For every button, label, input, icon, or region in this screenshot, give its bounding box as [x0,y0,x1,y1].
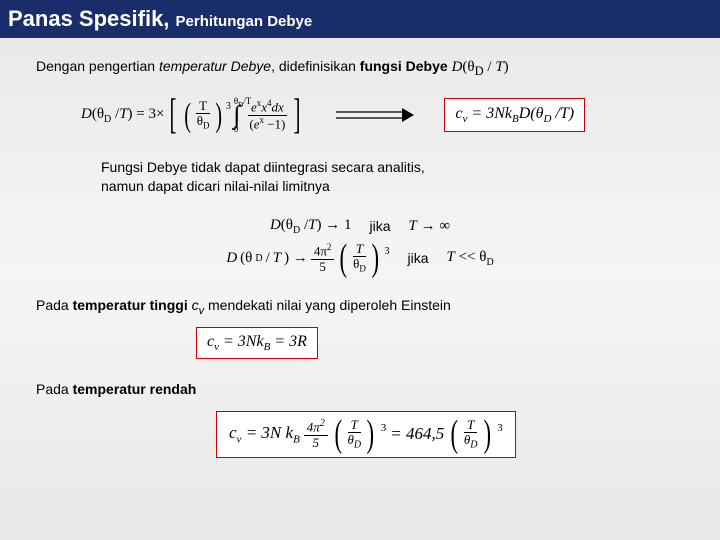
limit1-jika: jika [369,218,390,234]
para2-pre: Pada [36,381,73,397]
limit2-cond: T << θD [446,249,493,268]
eq1-integrand-num: exx4dx [248,99,287,116]
limit2-frac-den: 5 [316,260,329,274]
limit-row-2: D(θD /T) → 4π2 5 ( T θD ) 3 jika T << θD [36,242,684,275]
para1-bold: temperatur tinggi [73,297,192,313]
intro-line: Dengan pengertian temperatur Debye, dide… [36,58,684,79]
boxed3-frac-den: 5 [310,436,323,450]
cv-formula-box: cv = 3NkBD(θD /T) [444,98,585,132]
equation-row: D(θD /T) = 3× [ ( T θD ) 3 θD/T 0 ∫ exx4… [81,97,684,134]
boxed3-rhs-den: θD [461,433,481,451]
limit2-paren-den: θD [350,257,369,274]
boxed3-rhs-num: T [464,418,477,433]
limit2-exp: 3 [384,246,389,257]
para1-post: mendekati nilai yang diperoleh Einstein [204,297,451,313]
intro-math: D(θD / T) [452,59,509,75]
debye-function-equation: D(θD /T) = 3× [ ( T θD ) 3 θD/T 0 ∫ exx4… [81,97,304,134]
boxed3-paren-num: T [348,418,361,433]
limit-row-1: D(θD /T) → 1 jika T → ∞ [36,217,684,236]
integration-note: Fungsi Debye tidak dapat diintegrasi sec… [101,158,684,197]
einstein-value-box: cv = 3NkB = 3R [196,327,318,359]
low-temp-formula-box: cv = 3N kB 4π2 5 ( T θD ) 3 = 464,5 ( T … [216,411,516,458]
limit2-jika: jika [407,250,428,266]
para1-pre: Pada [36,297,73,313]
intro-italic: temperatur Debye [159,58,271,74]
limit2-expr: D(θD /T) → 4π2 5 ( T θD ) 3 [226,242,389,275]
intro-pre: Dengan pengertian [36,58,159,74]
boxed3-frac-num: 4π2 [304,418,328,436]
note-line2: namun dapat dicari nilai-nilai limitnya [101,177,684,197]
slide-content: Dengan pengertian temperatur Debye, dide… [0,38,720,458]
boxed3-paren-den: θD [344,433,364,451]
high-temp-para: Pada temperatur tinggi cv mendekati nila… [36,297,684,317]
header-sub: Perhitungan Debye [176,13,313,30]
para2-bold: temperatur rendah [73,381,197,397]
low-temp-formula-row: cv = 3N kB 4π2 5 ( T θD ) 3 = 464,5 ( T … [216,411,684,458]
slide-header: Panas Spesifik, Perhitungan Debye [0,0,720,38]
note-line1: Fungsi Debye tidak dapat diintegrasi sec… [101,158,684,178]
arrow-icon [334,108,414,122]
limit2-paren-num: T [353,242,366,257]
eq1-frac-den: θD [194,114,213,131]
header-main: Panas Spesifik, [8,6,176,31]
eq1-integrand-den: (ex −1) [246,116,288,132]
boxed3-equals: = 464,5 [390,424,444,444]
limit1-cond: T → ∞ [409,218,451,235]
low-temp-para: Pada temperatur rendah [36,381,684,397]
eq1-frac-num: T [196,99,210,114]
limit2-frac-num: 4π2 [311,243,335,260]
limit1-expr: D(θD /T) → 1 [270,217,352,236]
para1-cv: cv [192,297,205,313]
intro-bold: fungsi Debye [360,58,448,74]
intro-mid: , didefinisikan [271,58,360,74]
